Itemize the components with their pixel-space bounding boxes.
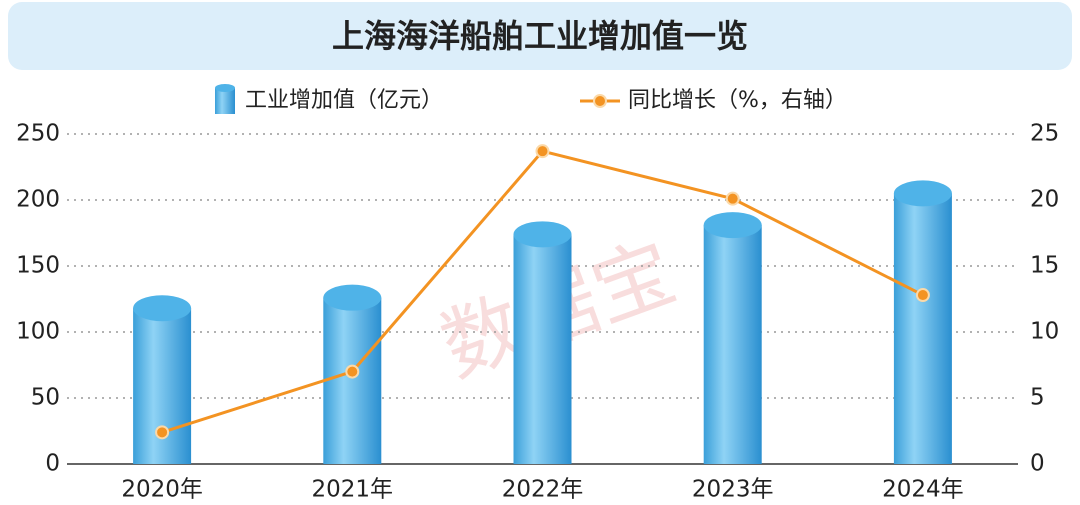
legend-label: 工业增加值（亿元） — [245, 88, 443, 113]
legend-swatch — [215, 88, 235, 114]
y-tick-label: 150 — [16, 253, 60, 279]
bar-top — [133, 295, 192, 322]
bar — [323, 284, 382, 464]
y-tick-label: 250 — [16, 121, 60, 147]
y-tick-label: 0 — [45, 451, 60, 477]
x-tick-label: 2020年 — [121, 477, 203, 503]
line-marker — [915, 288, 930, 303]
y-tick-label: 100 — [16, 319, 60, 345]
bar-body — [893, 193, 952, 464]
y2-tick-label: 0 — [1030, 451, 1045, 477]
y2-tick-label: 25 — [1030, 121, 1059, 147]
x-tick-label: 2023年 — [692, 477, 774, 503]
bar — [703, 212, 762, 464]
legend-swatch-marker — [593, 94, 607, 108]
y-tick-label: 200 — [16, 187, 60, 213]
title-banner — [8, 2, 1072, 70]
bar-top — [703, 212, 762, 239]
bar-body — [513, 234, 572, 464]
bar-body — [323, 297, 382, 464]
line-marker — [345, 364, 360, 379]
bar-top — [893, 180, 952, 207]
y2-tick-label: 15 — [1030, 253, 1059, 279]
bar-body — [133, 308, 192, 464]
x-tick-label: 2021年 — [312, 477, 394, 503]
chart-title: 上海海洋船舶工业增加值一览 — [332, 17, 748, 55]
legend-label: 同比增长（%，右轴） — [628, 88, 847, 113]
y-tick-label: 50 — [31, 385, 60, 411]
line-marker — [535, 144, 550, 159]
y2-tick-label: 20 — [1030, 187, 1059, 213]
bar-top — [323, 284, 382, 311]
legend-swatch-top — [215, 84, 235, 92]
x-tick-label: 2024年 — [882, 477, 964, 503]
bar — [893, 180, 952, 464]
bar-top — [513, 221, 572, 248]
bar — [513, 221, 572, 464]
y2-tick-label: 5 — [1030, 385, 1045, 411]
x-tick-label: 2022年 — [502, 477, 584, 503]
y2-tick-label: 10 — [1030, 319, 1059, 345]
line-marker — [725, 191, 740, 206]
bar-body — [703, 225, 762, 464]
line-marker — [155, 425, 170, 440]
